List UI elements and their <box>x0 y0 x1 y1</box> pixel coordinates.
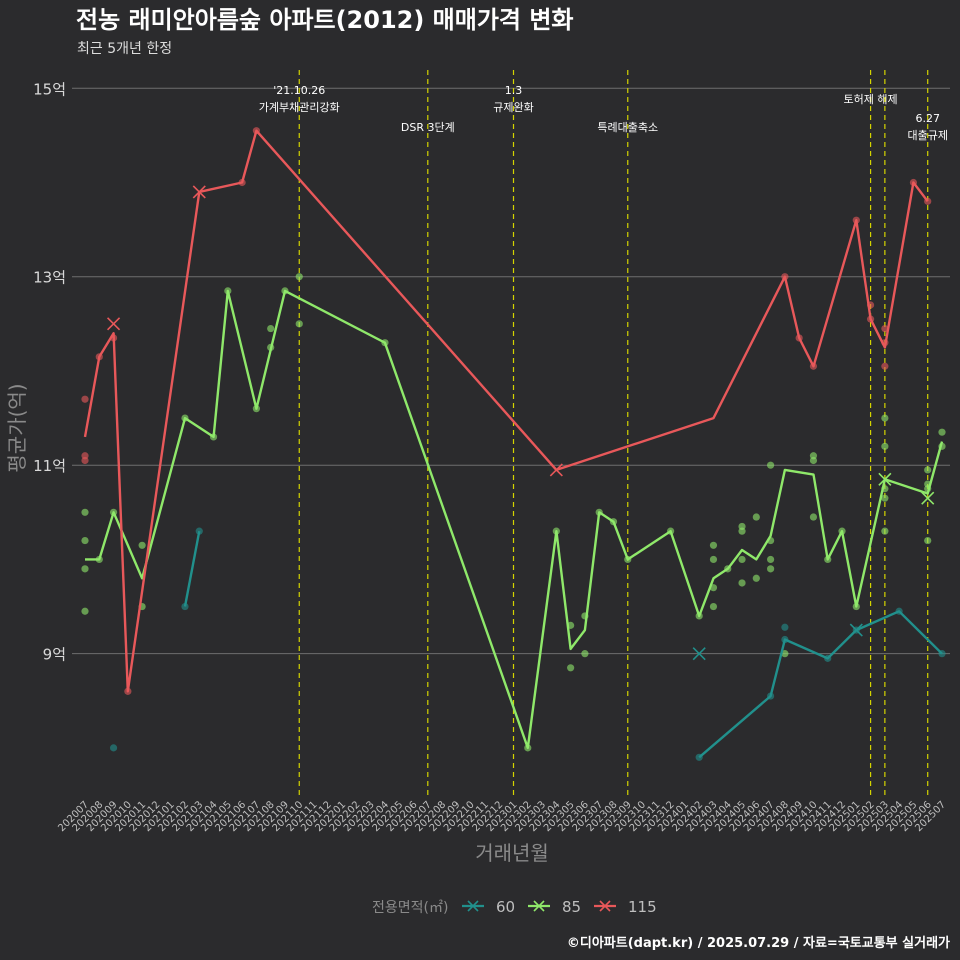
legend-swatch <box>533 900 545 912</box>
data-point <box>752 574 760 582</box>
cross-marker <box>692 647 706 661</box>
event-label: 특례대출축소 <box>597 121 658 134</box>
data-point <box>81 565 89 573</box>
data-point <box>767 461 775 469</box>
data-point <box>195 527 203 535</box>
event-label: 가계부채관리강화 <box>259 101 340 114</box>
y-tick-label: 13억 <box>33 269 66 287</box>
series-line <box>83 129 929 693</box>
legend-title: 전용면적(㎡) <box>372 900 448 916</box>
data-point <box>809 513 818 521</box>
legend-item: 60 <box>462 898 515 916</box>
data-point <box>581 650 589 658</box>
data-point <box>567 664 575 672</box>
chart-subtitle: 최근 5개년 한정 <box>77 41 172 57</box>
series-line <box>183 530 201 607</box>
data-point <box>881 442 889 450</box>
data-point <box>81 536 89 545</box>
cross-stroke <box>107 317 121 331</box>
data-point <box>109 744 118 752</box>
legend: 전용면적(㎡) 60 85 115 <box>372 898 657 916</box>
y-axis-ticks: 9억 11억 13억 15억 <box>33 80 66 663</box>
data-point <box>295 273 303 281</box>
cross-stroke <box>192 185 206 199</box>
event-label: 토허제 해제 <box>844 92 898 106</box>
data-point <box>81 456 89 465</box>
data-point <box>781 623 789 631</box>
data-point <box>181 602 189 611</box>
series-line <box>698 610 943 759</box>
event-label: DSR 3단계 <box>401 121 455 134</box>
data-point <box>924 536 932 545</box>
cross-markers <box>107 185 935 661</box>
cross-marker <box>192 185 206 199</box>
legend-items: 60 85 115 <box>462 898 657 916</box>
scatter-points <box>81 127 946 761</box>
cross-stroke <box>549 463 563 477</box>
series-line <box>85 289 944 750</box>
y-tick-label: 11억 <box>33 457 66 475</box>
data-point <box>738 555 746 564</box>
data-point <box>295 320 303 328</box>
data-point <box>881 527 889 535</box>
data-point <box>267 324 275 333</box>
data-point <box>881 362 889 370</box>
data-point <box>709 555 718 564</box>
event-label: 6.27 <box>915 112 940 125</box>
event-label: 규제완화 <box>493 101 533 114</box>
series-lines <box>83 129 944 759</box>
data-point <box>881 494 889 502</box>
cross-marker <box>107 317 121 331</box>
data-point <box>81 607 89 615</box>
data-point <box>138 541 146 549</box>
event-label: 1.3 <box>505 84 523 97</box>
cross-stroke <box>849 623 863 637</box>
cross-stroke <box>921 491 935 505</box>
cross-marker <box>878 472 892 486</box>
cross-marker <box>849 623 863 637</box>
y-axis-title: 평균가(억) <box>5 383 29 472</box>
cross-stroke <box>878 472 892 486</box>
data-point <box>752 513 760 521</box>
event-label: 대출규제 <box>907 129 947 142</box>
source-credit: ©디아파트(dapt.kr) / 2025.07.29 / 자료=국토교통부 실… <box>567 935 950 951</box>
event-label: '21.10.26 <box>273 84 325 97</box>
legend-label: 85 <box>562 898 581 916</box>
data-point <box>809 456 818 465</box>
data-point <box>709 541 718 549</box>
y-tick-label: 15억 <box>33 80 66 98</box>
legend-item: 85 <box>528 898 581 916</box>
cross-marker <box>549 463 563 477</box>
chart-title: 전농 래미안아름숲 아파트(2012) 매매가격 변화 <box>76 6 574 34</box>
x-axis-title: 거래년월 <box>475 841 549 865</box>
cross-marker <box>921 491 935 505</box>
data-point <box>738 527 746 535</box>
data-point <box>781 650 789 658</box>
data-point <box>924 466 932 474</box>
legend-label: 115 <box>628 898 657 916</box>
data-point <box>81 395 89 403</box>
data-point <box>767 555 775 564</box>
legend-swatch <box>467 900 479 912</box>
legend-swatch <box>599 900 611 912</box>
data-point <box>881 414 889 422</box>
legend-label: 60 <box>496 898 515 916</box>
data-point <box>81 508 89 516</box>
grid-layer <box>72 87 950 655</box>
legend-item: 115 <box>594 898 657 916</box>
data-point <box>767 565 775 573</box>
data-point <box>709 602 718 611</box>
y-tick-label: 9억 <box>43 646 66 664</box>
data-point <box>738 579 746 587</box>
data-point <box>938 428 946 436</box>
cross-stroke <box>692 647 706 661</box>
